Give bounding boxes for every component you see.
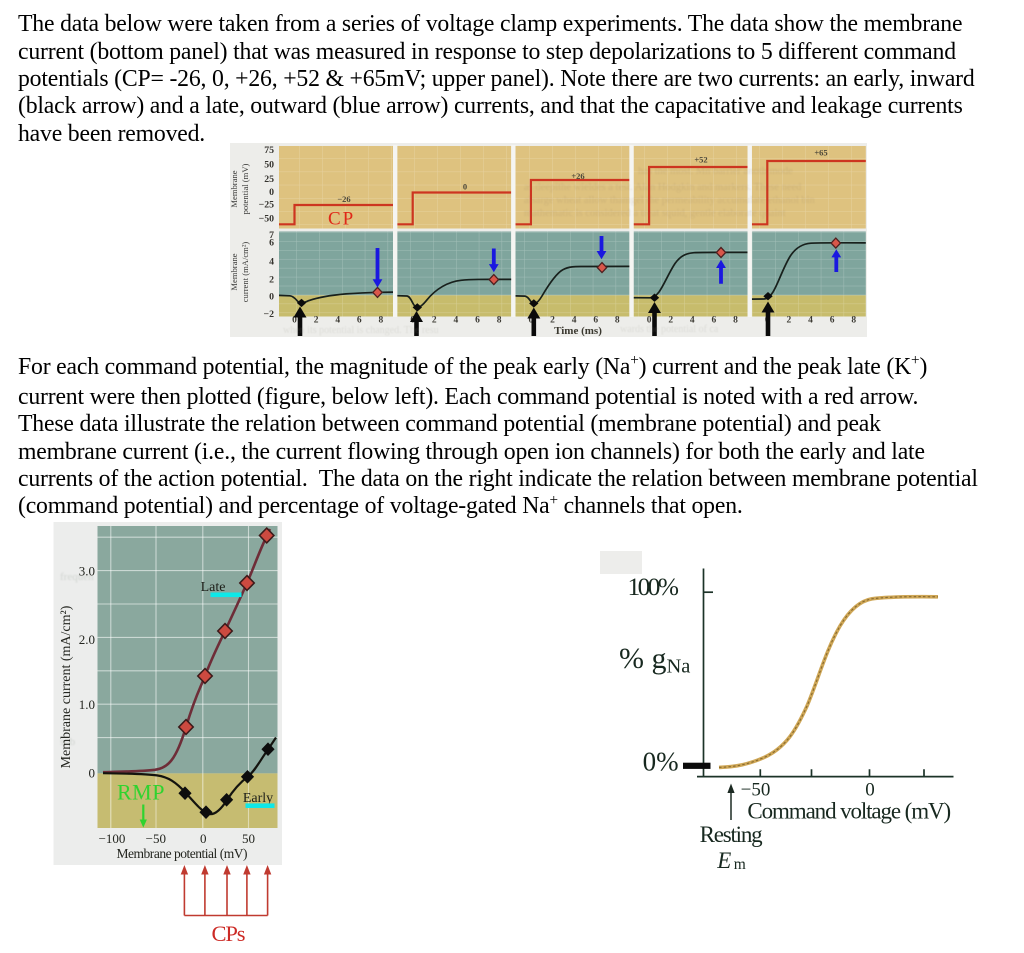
- svg-text:2: 2: [314, 316, 319, 326]
- svg-text:Command voltage (mV): Command voltage (mV): [747, 799, 951, 824]
- svg-text:Late: Late: [201, 580, 226, 595]
- svg-text:−2: −2: [264, 309, 275, 320]
- svg-text:−50: −50: [259, 213, 274, 224]
- svg-text:75: 75: [264, 145, 274, 156]
- svg-text:−50: −50: [741, 780, 771, 801]
- svg-text:2: 2: [668, 316, 673, 326]
- svg-text:m: m: [734, 856, 746, 873]
- svg-text:6: 6: [712, 316, 717, 326]
- svg-text:4: 4: [572, 316, 577, 326]
- svg-text:0%: 0%: [643, 747, 679, 777]
- svg-text:6: 6: [593, 316, 598, 326]
- svg-text:when its potential is changed.: when its potential is changed. The resu: [283, 325, 439, 336]
- svg-text:6: 6: [269, 238, 274, 249]
- svg-text:50: 50: [264, 160, 274, 171]
- svg-text:Time (ms): Time (ms): [554, 325, 602, 337]
- svg-text:E: E: [716, 848, 731, 873]
- svg-text:+52: +52: [694, 154, 707, 164]
- svg-text:0: 0: [269, 292, 274, 303]
- svg-text:2.0: 2.0: [79, 632, 95, 647]
- svg-text:potential (mV): potential (mV): [240, 163, 250, 214]
- svg-text:3.0: 3.0: [79, 564, 95, 579]
- svg-text:100%: 100%: [628, 572, 680, 601]
- svg-text:Membrane current (mA/cm²): Membrane current (mA/cm²): [59, 605, 74, 768]
- svg-text:wards the potential of ca: wards the potential of ca: [620, 324, 719, 335]
- svg-text:0: 0: [865, 780, 875, 801]
- svg-text:frequen: frequen: [60, 571, 94, 583]
- svg-text:8: 8: [379, 316, 384, 326]
- svg-text:Membrane: Membrane: [230, 253, 239, 290]
- svg-text:RMP: RMP: [117, 780, 165, 805]
- svg-text:2: 2: [432, 316, 437, 326]
- svg-text:current (mA/cm²): current (mA/cm²): [240, 242, 250, 303]
- svg-text:0: 0: [529, 316, 534, 326]
- svg-text:Resting: Resting: [700, 822, 764, 847]
- svg-text:mathematic is considered a tre: mathematic is considered a treat squid, …: [524, 208, 786, 219]
- svg-text:CPs: CPs: [212, 921, 246, 946]
- svg-text:2: 2: [269, 274, 274, 285]
- svg-text:50: 50: [242, 831, 255, 846]
- svg-text:sub: sub: [60, 736, 76, 748]
- svg-text:has the most. Mn barrier anoth: has the most. Mn barrier anoth mode: [638, 166, 793, 177]
- svg-text:CP: CP: [328, 209, 355, 230]
- svg-text:6: 6: [357, 316, 362, 326]
- svg-text:0: 0: [647, 316, 652, 326]
- svg-text:4: 4: [335, 316, 340, 326]
- svg-text:as deepithe wieldes a test. Al: as deepithe wieldes a test. Alan Hodgkin…: [524, 182, 802, 193]
- svg-text:0: 0: [269, 187, 274, 198]
- svg-text:25: 25: [264, 174, 274, 185]
- svg-text:8: 8: [497, 316, 502, 326]
- svg-text:−100: −100: [99, 831, 126, 846]
- svg-text:6: 6: [830, 316, 835, 326]
- svg-text:0: 0: [292, 316, 297, 326]
- svg-text:7: 7: [269, 230, 274, 241]
- svg-text:Membrane potential (mV): Membrane potential (mV): [117, 846, 248, 861]
- svg-text:% gNa: % gNa: [619, 642, 690, 678]
- svg-text:alsarge wheat allow thamgel th: alsarge wheat allow thamgel the permeabi…: [524, 195, 816, 206]
- svg-text:+65: +65: [814, 147, 827, 157]
- svg-text:−26: −26: [337, 194, 350, 204]
- svg-text:+26: +26: [571, 171, 584, 181]
- svg-text:4: 4: [454, 316, 459, 326]
- svg-text:0: 0: [463, 181, 467, 191]
- svg-text:8: 8: [615, 316, 620, 326]
- svg-text:0: 0: [200, 831, 207, 846]
- svg-text:1.0: 1.0: [79, 697, 95, 712]
- svg-text:0: 0: [89, 766, 96, 781]
- svg-text:2: 2: [787, 316, 792, 326]
- svg-text:4: 4: [808, 316, 813, 326]
- svg-text:8: 8: [733, 316, 738, 326]
- svg-text:−25: −25: [259, 200, 274, 211]
- svg-text:2: 2: [550, 316, 555, 326]
- svg-text:Membrane: Membrane: [230, 170, 239, 207]
- svg-text:4: 4: [269, 257, 274, 268]
- svg-text:4: 4: [690, 316, 695, 326]
- svg-text:6: 6: [475, 316, 480, 326]
- svg-text:Early: Early: [243, 791, 273, 806]
- svg-text:8: 8: [851, 316, 856, 326]
- svg-text:−50: −50: [146, 831, 166, 846]
